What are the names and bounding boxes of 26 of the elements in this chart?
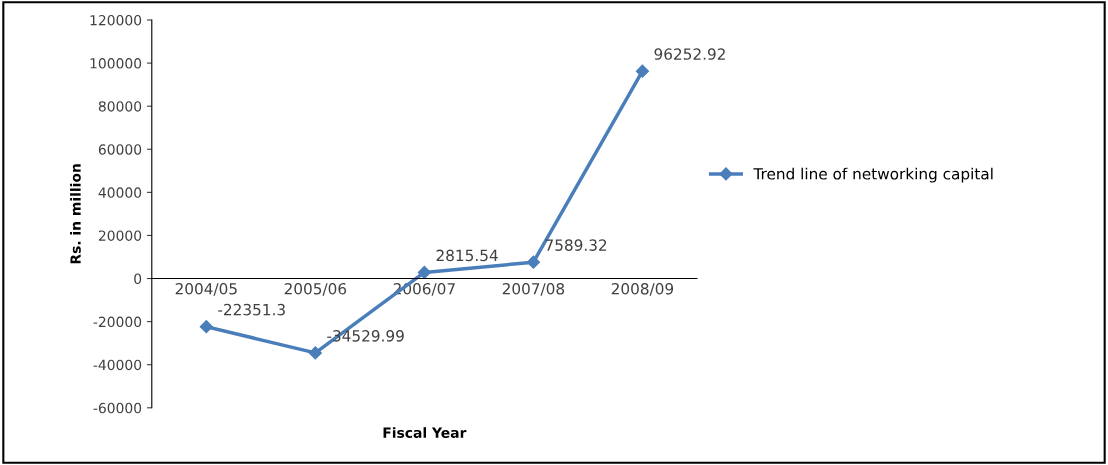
legend-label: Trend line of networking capital [753, 167, 993, 183]
point [417, 265, 431, 280]
point [308, 346, 322, 360]
data-label: 2815.54 [436, 249, 498, 262]
data-label: -22351.3 [218, 303, 285, 316]
y-tick-label: -60000 [93, 402, 142, 414]
y-tick-label: -40000 [93, 359, 142, 371]
y-tick-label: 100000 [90, 58, 142, 69]
x-tick-label: 2005/06 [284, 282, 347, 296]
data-label: 7589.32 [545, 239, 607, 251]
point [199, 320, 213, 334]
y-tick-label: 80000 [98, 101, 142, 112]
x-axis-title: Fiscal Year [383, 427, 467, 438]
point [526, 255, 540, 269]
y-tick-label: 60000 [98, 144, 142, 155]
y-axis-title: Rs. in million [70, 164, 81, 264]
point [635, 64, 650, 78]
y-tick-label: 40000 [98, 187, 142, 198]
data-label: 96252.92 [654, 48, 725, 60]
x-tick-label: 2007/08 [502, 282, 565, 296]
x-tick-label: 2004/05 [175, 282, 237, 296]
y-tick-label: 0 [134, 273, 142, 285]
x-tick-label: 2008/09 [611, 282, 674, 296]
y-tick-label: 120000 [90, 14, 142, 26]
y-tick-label: -20000 [93, 316, 142, 328]
y-tick-label: 20000 [98, 230, 142, 241]
